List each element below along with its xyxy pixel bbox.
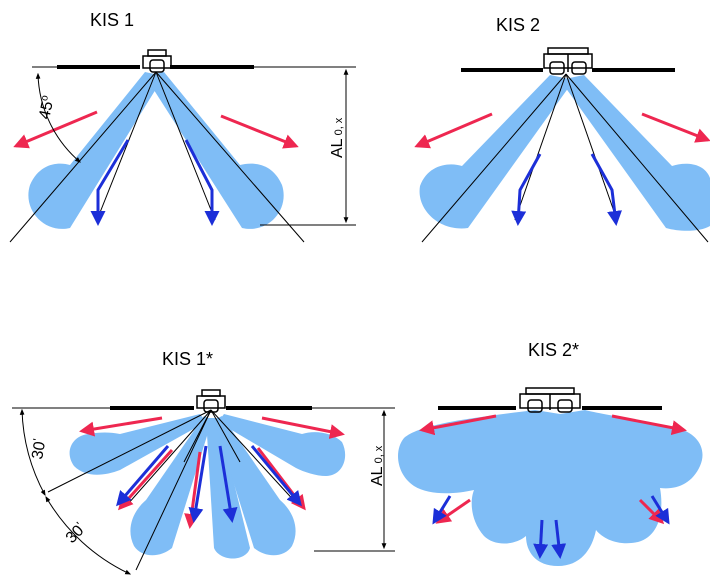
air-jet-right	[560, 75, 710, 231]
height-dimension	[254, 66, 356, 226]
cool-arrow-inner-left	[188, 445, 208, 523]
cool-arrow-left	[511, 153, 542, 226]
air-jet-4	[214, 416, 296, 556]
ceiling-panel-right	[170, 65, 254, 69]
warm-arrow-top-left	[419, 414, 497, 436]
panel-kis-1: KIS 1 45o	[9, 10, 356, 243]
jet-axis-lines	[421, 73, 709, 243]
panel-title: KIS 2*	[528, 340, 579, 360]
warm-arrow-top-right	[611, 414, 687, 436]
angle-arc-1	[19, 408, 46, 497]
cool-air-arrows	[511, 153, 623, 226]
angle-label: 45o	[35, 94, 58, 121]
height-label: AL0, x	[329, 117, 346, 158]
ceiling-panel-right	[226, 406, 312, 410]
warm-arrow-right	[220, 114, 299, 149]
ceiling-panel-right	[592, 68, 675, 72]
cool-arrow-inner-right	[218, 445, 238, 523]
warm-air-arrows	[13, 110, 299, 149]
warm-air-arrows	[414, 112, 710, 149]
air-jet-right	[145, 72, 284, 229]
warm-arrow-bottom-left	[435, 498, 471, 524]
warm-arrow-left	[414, 112, 493, 149]
panel-title: KIS 2	[496, 15, 540, 35]
panel-kis-2: KIS 2	[414, 15, 710, 243]
angle-label-1: 30'	[27, 438, 49, 461]
cool-arrow-far-left	[116, 445, 170, 507]
jet-axis-lines	[9, 71, 305, 243]
air-jets-merged	[398, 410, 703, 566]
cool-arrow-right	[184, 139, 220, 226]
diffuser-unit	[543, 47, 593, 75]
height-dimension	[312, 407, 395, 552]
cool-arrow-far-left	[432, 495, 452, 525]
diffuser-unit	[196, 389, 226, 413]
air-jets	[419, 75, 710, 231]
ceiling-panel-left	[110, 406, 194, 410]
air-jets	[28, 72, 284, 229]
cool-air-arrows	[90, 139, 220, 226]
warm-arrow-top-right	[261, 416, 345, 440]
cool-air-arrows	[432, 495, 670, 559]
cool-arrow-far-right	[650, 495, 670, 525]
panel-title: KIS 1*	[162, 349, 213, 369]
air-jet-left	[28, 72, 165, 229]
angle-label-2: 30'	[61, 519, 89, 547]
warm-arrow-top-left	[79, 416, 163, 437]
ceiling-panel-right	[582, 406, 662, 410]
cool-arrow-right	[590, 153, 623, 226]
angle-arc	[35, 72, 81, 163]
diffuser-unit	[519, 387, 581, 413]
air-jet-left	[419, 75, 574, 229]
warm-arrow-right	[641, 112, 710, 143]
angle-arc-2	[45, 495, 132, 575]
cool-arrow-left	[90, 139, 130, 226]
panel-title: KIS 1	[90, 10, 134, 30]
air-jets	[69, 414, 346, 559]
cool-arrow-far-right	[250, 445, 302, 507]
panel-kis-1-star: KIS 1*	[12, 349, 395, 575]
air-jet-5	[218, 414, 346, 476]
jet-axis-lines	[47, 409, 299, 571]
ceiling-panel-left	[438, 406, 516, 410]
ceiling-panel-left	[57, 65, 140, 69]
cool-arrow-inner-left	[533, 519, 549, 559]
ceiling-panel-left	[461, 68, 543, 72]
cool-air-arrows	[116, 445, 302, 523]
height-label: AL0, x	[369, 445, 386, 486]
warm-arrow-left	[13, 110, 98, 149]
diffuser-unit	[142, 49, 172, 73]
panel-kis-2-star: KIS 2*	[398, 340, 703, 566]
cool-arrow-inner-right	[551, 519, 567, 559]
